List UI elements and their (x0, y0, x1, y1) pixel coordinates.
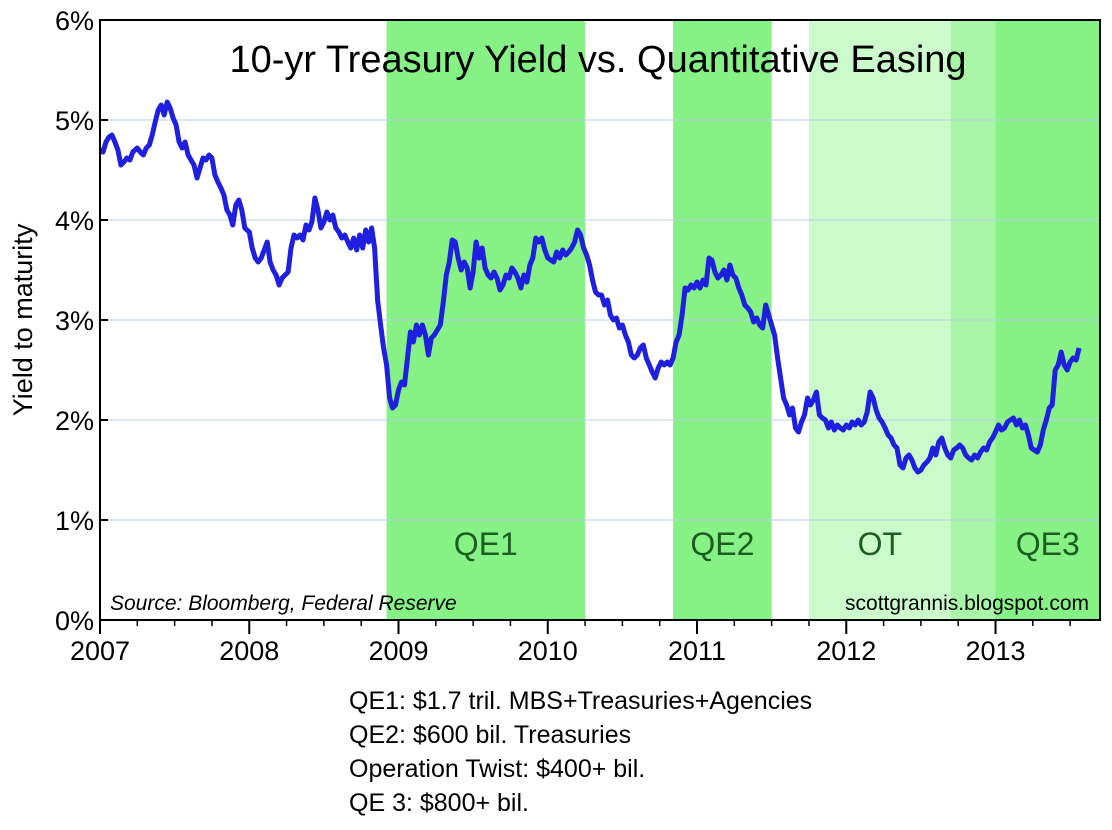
x-tick-label: 2007 (70, 636, 130, 666)
x-tick-label: 2011 (668, 636, 726, 666)
x-axis-ticks: 2007 2008 2009 2010 2011 2012 2013 (70, 620, 1071, 666)
note-operation-twist: Operation Twist: $400+ bil. (349, 755, 646, 783)
y-tick-label: 0% (55, 606, 94, 636)
y-tick-label: 6% (55, 6, 94, 36)
y-tick-label: 4% (55, 206, 94, 236)
shaded-period-labels: QE1 QE2 OT QE3 (454, 526, 1080, 562)
qe-program-notes: QE1: $1.7 tril. MBS+Treasuries+Agencies … (349, 684, 812, 820)
blog-credit: scottgrannis.blogspot.com (845, 592, 1089, 615)
gridlines (100, 119, 1100, 521)
x-tick-label: 2008 (219, 636, 279, 666)
x-tick-label: 2009 (368, 636, 428, 666)
y-tick-label: 5% (55, 106, 94, 136)
period-label-qe2: QE2 (690, 526, 754, 562)
period-label-ot: OT (858, 526, 902, 562)
y-axis-ticks: 0% 1% 2% 3% 4% 5% 6% (55, 6, 108, 636)
yield-chart: QE1 QE2 OT QE3 0%1%2%3%4%5%6% 2007 2008 2009 2… (8, 6, 1101, 666)
y-tick-label: 3% (55, 306, 94, 336)
x-tick-label: 2013 (965, 636, 1025, 666)
note-qe1: QE1: $1.7 tril. MBS+Treasuries+Agencies (349, 687, 813, 715)
note-qe2: QE2: $600 bil. Treasuries (349, 721, 632, 749)
y-tick-label: 2% (55, 406, 94, 436)
yield-series-line (98, 99, 1082, 475)
x-tick-label: 2012 (816, 636, 876, 666)
chart-title: 10-yr Treasury Yield vs. Quantitative Ea… (229, 39, 966, 81)
note-qe3: QE 3: $800+ bil. (349, 789, 529, 817)
period-label-qe3: QE3 (1016, 526, 1080, 562)
source-note: Source: Bloomberg, Federal Reserve (110, 592, 457, 615)
x-tick-label: 2010 (518, 636, 578, 666)
y-axis-label: Yield to maturity (8, 223, 38, 416)
period-label-qe1: QE1 (454, 526, 518, 562)
y-tick-label: 1% (55, 506, 94, 536)
